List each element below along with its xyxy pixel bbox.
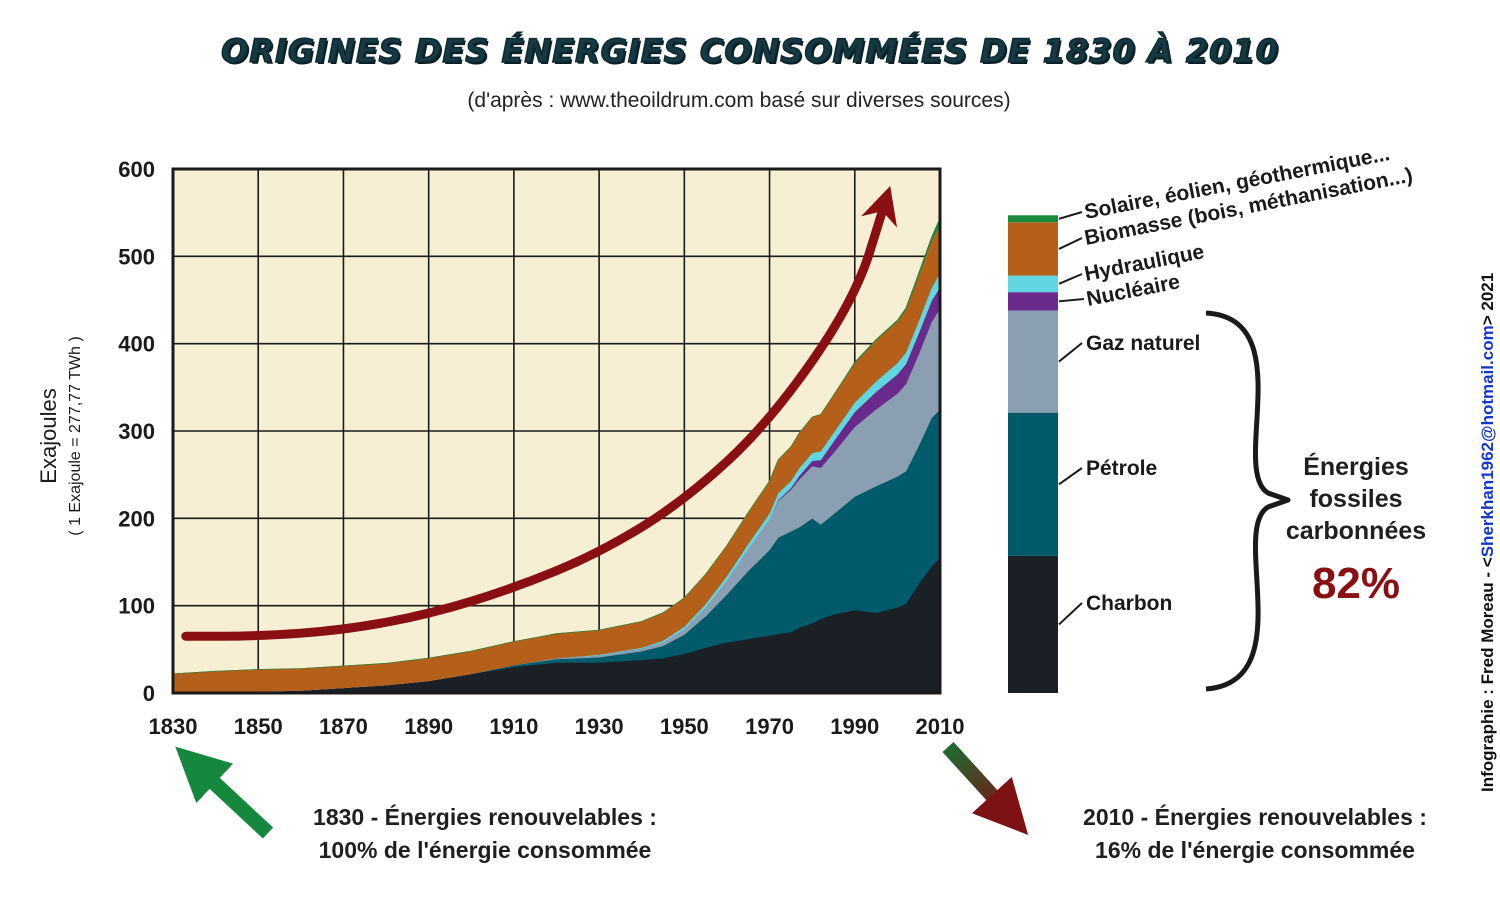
trend-arrow: [181, 185, 898, 641]
plot-frame: [171, 167, 942, 695]
stack-leader-gaz-naturel: [1058, 342, 1083, 363]
stack-seg-petrole: [1008, 412, 1058, 556]
stack-leader-nucleaire: [1058, 298, 1085, 303]
stack-leader-petrole: [1058, 467, 1083, 486]
y-axis-sublabel: ( 1 Exajoule = 277,77 TWh ): [67, 336, 84, 535]
y-tick-600: 600: [118, 157, 155, 182]
x-tick-1950: 1950: [660, 714, 709, 739]
stack-label-petrole: Pétrole: [1086, 457, 1157, 480]
x-tick-1990: 1990: [830, 714, 879, 739]
chart-subtitle: (d'après : www.theoildrum.com basé sur d…: [467, 89, 1011, 112]
fossil-percent: 82%: [1312, 559, 1400, 608]
y-tick-0: 0: [143, 681, 155, 706]
stack-leader-biomasse-bois-methanisation: [1058, 237, 1083, 250]
y-tick-100: 100: [118, 594, 155, 619]
fossil-brace: [1205, 310, 1291, 692]
stack-seg-gaz-naturel: [1008, 310, 1058, 413]
note-1830-line1: 1830 - Énergies renouvelables :: [313, 804, 657, 830]
stack-leader-hydraulique: [1058, 273, 1083, 285]
x-tick-1910: 1910: [489, 714, 538, 739]
note-2010-line1: 2010 - Énergies renouvelables :: [1083, 804, 1427, 830]
y-tick-400: 400: [118, 332, 155, 357]
credit: Infographie : Fred Moreau - <Sherkhan196…: [1478, 273, 1498, 792]
x-tick-1930: 1930: [575, 714, 624, 739]
stack-leader-solaire-eolien-geothermique: [1058, 211, 1083, 220]
stack-seg-solaire-eolien-geothermique: [1008, 215, 1058, 223]
y-tick-200: 200: [118, 506, 155, 531]
arrow-left-1830: [175, 746, 274, 839]
y-axis-label: Exajoules: [36, 388, 61, 483]
x-tick-labels: 1830 1850 1870 1890 1910 1930 1950 1970 1990 2010: [149, 714, 965, 739]
x-tick-1970: 1970: [745, 714, 794, 739]
stack-seg-nucleaire: [1008, 292, 1058, 311]
x-tick-1830: 1830: [149, 714, 198, 739]
x-tick-1870: 1870: [319, 714, 368, 739]
fossil-label-line3: carbonnées: [1286, 517, 1426, 545]
stack-seg-hydraulique: [1008, 275, 1058, 293]
credit-prefix: Infographie : Fred Moreau - <: [1478, 557, 1497, 792]
x-tick-1850: 1850: [234, 714, 283, 739]
y-tick-labels: 0 100 200 300 400 500 600: [118, 157, 155, 706]
x-tick-2010: 2010: [916, 714, 965, 739]
y-tick-300: 300: [118, 419, 155, 444]
x-tick-1890: 1890: [404, 714, 453, 739]
chart-title: ORIGINES DES ÉNERGIES CONSOMMÉES DE 1830…: [220, 31, 1279, 71]
stack-seg-charbon: [1008, 555, 1058, 693]
stack-leader-charbon: [1058, 602, 1083, 626]
note-2010-line2: 16% de l'énergie consommée: [1095, 837, 1415, 863]
stack-label-charbon: Charbon: [1086, 592, 1172, 615]
arrow-right-2010: [942, 741, 1029, 835]
credit-suffix: > 2021: [1478, 272, 1497, 326]
stack-seg-biomasse-bois-methanisation: [1008, 222, 1058, 276]
note-1830-line2: 100% de l'énergie consommée: [318, 837, 652, 863]
fossil-label-line2: fossiles: [1309, 485, 1402, 513]
stack-2010-bar: [1008, 215, 1058, 693]
note-1830: 1830 - Énergies renouvelables : 100% de …: [270, 801, 700, 867]
stack-label-gaz-naturel: Gaz naturel: [1086, 332, 1200, 355]
fossil-label-line1: Énergies: [1303, 452, 1409, 481]
y-tick-500: 500: [118, 244, 155, 269]
note-2010: 2010 - Énergies renouvelables : 16% de l…: [1040, 801, 1470, 867]
credit-email[interactable]: Sherkhan1962@hotmail.com: [1478, 325, 1497, 558]
